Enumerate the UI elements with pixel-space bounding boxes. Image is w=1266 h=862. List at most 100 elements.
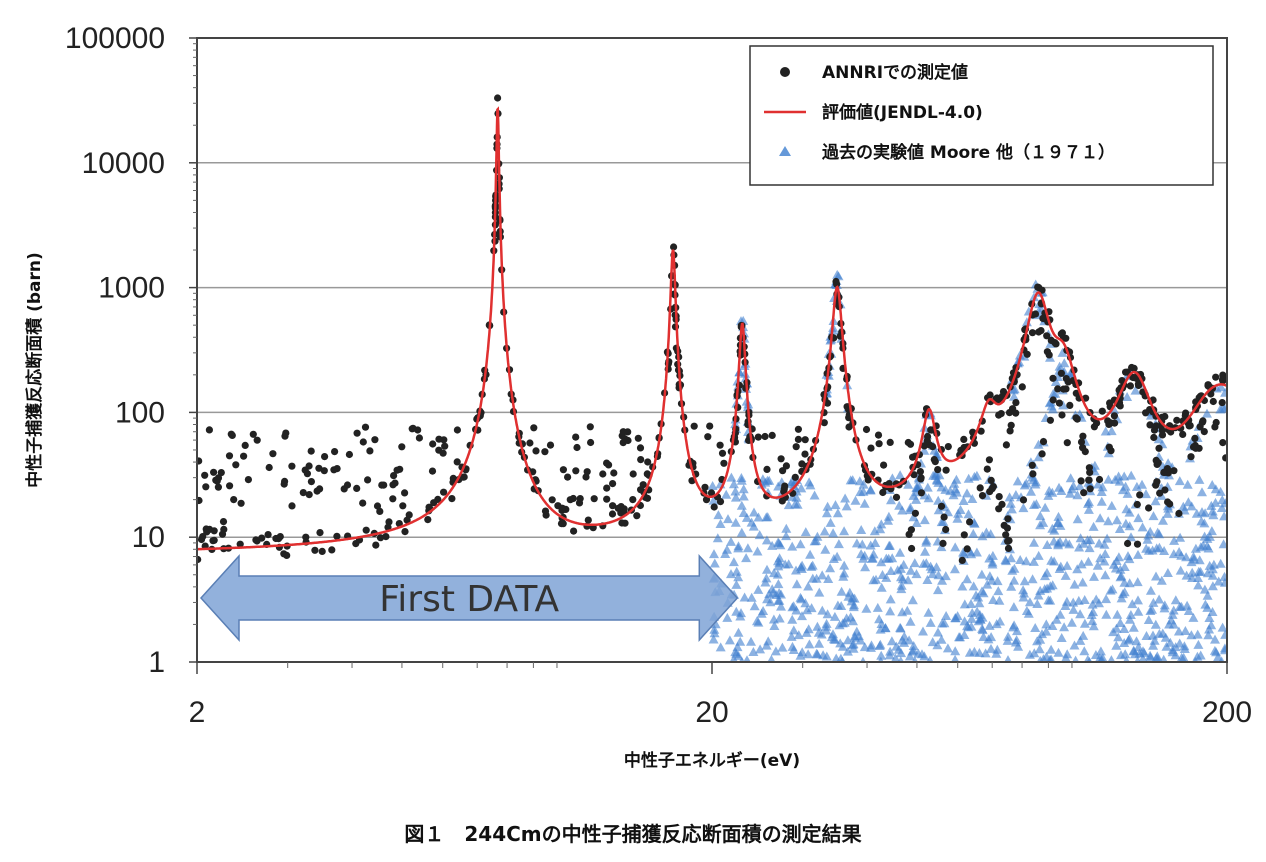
measured-point [845,423,853,431]
measured-point [548,496,556,504]
measured-point [209,537,217,545]
measured-point [1045,351,1053,359]
measured-point [820,419,828,427]
past-experiment-point [894,500,905,510]
past-experiment-point [721,489,732,499]
past-experiment-point [933,585,943,595]
measured-point [353,484,361,492]
past-experiment-point [1119,562,1130,571]
measured-point [1154,459,1162,467]
measured-point [1186,422,1194,430]
past-experiment-point [1188,551,1199,561]
past-experiment-point [754,530,765,540]
past-experiment-point [1072,655,1080,662]
measured-point [1095,475,1104,484]
measured-point [429,440,437,448]
past-experiment-point [1097,654,1106,662]
measured-point [393,466,401,474]
past-experiment-point [967,494,978,503]
past-experiment-point [951,487,962,497]
past-experiment-point [1170,650,1181,660]
past-experiment-point [1150,619,1161,629]
past-experiment-point [1217,495,1227,504]
past-experiment-point [1218,539,1227,549]
measured-point [702,496,711,504]
past-experiment-point [1120,518,1131,528]
past-experiment-point [975,614,986,624]
first-data-label: First DATA [379,579,559,620]
measured-point [1209,397,1217,406]
past-experiment-point [736,500,747,510]
measured-point [1211,423,1219,431]
y-tick-label: 10 [132,521,165,554]
measured-point [942,466,950,474]
measured-point [801,436,809,444]
measured-point [1006,427,1014,435]
measured-point [240,452,248,460]
past-experiment-point [1072,564,1083,574]
measured-point [875,440,883,448]
past-experiment-point [733,627,744,637]
past-experiment-point [1012,626,1022,636]
past-experiment-point [730,517,741,527]
measured-point [1060,385,1068,393]
past-experiment-point [949,564,960,574]
past-experiment-point [871,574,881,584]
y-tick-label: 1 [148,646,165,679]
past-experiment-point [1182,600,1193,610]
past-experiment-point [1134,656,1141,662]
past-experiment-point [776,601,786,611]
measured-point [1122,368,1130,376]
measured-point [382,533,390,541]
past-experiment-point [724,635,735,645]
measured-point [1004,515,1012,523]
measured-point [1175,509,1183,518]
past-experiment-point [1065,473,1076,483]
measured-point [333,465,341,473]
measured-point [1179,430,1187,438]
measured-point [609,502,617,510]
past-experiment-point [1061,596,1072,606]
past-experiment-point [812,649,823,659]
past-experiment-point [957,581,968,591]
measured-point [1146,421,1154,429]
past-experiment-point [762,564,772,574]
past-experiment-point [936,634,947,644]
measured-point [1062,375,1070,383]
past-experiment-point [1196,516,1207,526]
past-experiment-point [1008,602,1019,612]
figure-caption: 図１ 244Cmの中性子捕獲反応断面積の測定結果 [404,822,862,846]
measured-point [559,466,568,474]
past-experiment-point [1100,426,1111,436]
past-experiment-point [708,495,719,505]
past-experiment-point [1083,504,1094,514]
measured-point [288,502,296,510]
past-experiment-point [1133,595,1143,605]
past-experiment-point [1178,501,1189,511]
measured-point [905,530,913,539]
past-experiment-point [876,582,887,592]
measured-point [690,422,698,430]
measured-point [706,422,714,430]
past-experiment-point [781,523,792,533]
measured-point [1057,369,1065,377]
past-experiment-point [1148,630,1158,640]
measured-point [603,495,611,503]
legend-label-past: 過去の実験値 Moore 他（１９７１） [822,142,1115,163]
measured-point [311,546,319,554]
measured-point [1028,461,1036,469]
past-experiment-point [761,535,772,545]
measured-point [633,512,641,520]
measured-point [995,505,1003,513]
measured-point [716,441,724,449]
past-experiment-point [847,640,858,650]
past-experiment-point [796,483,807,493]
past-experiment-point [854,476,865,486]
past-experiment-point [954,632,964,642]
measured-point [977,427,985,435]
past-experiment-point [1100,570,1111,580]
measured-point [1192,444,1200,452]
measured-point [269,450,277,458]
measured-point [1049,374,1057,382]
past-experiment-point [1133,549,1143,559]
